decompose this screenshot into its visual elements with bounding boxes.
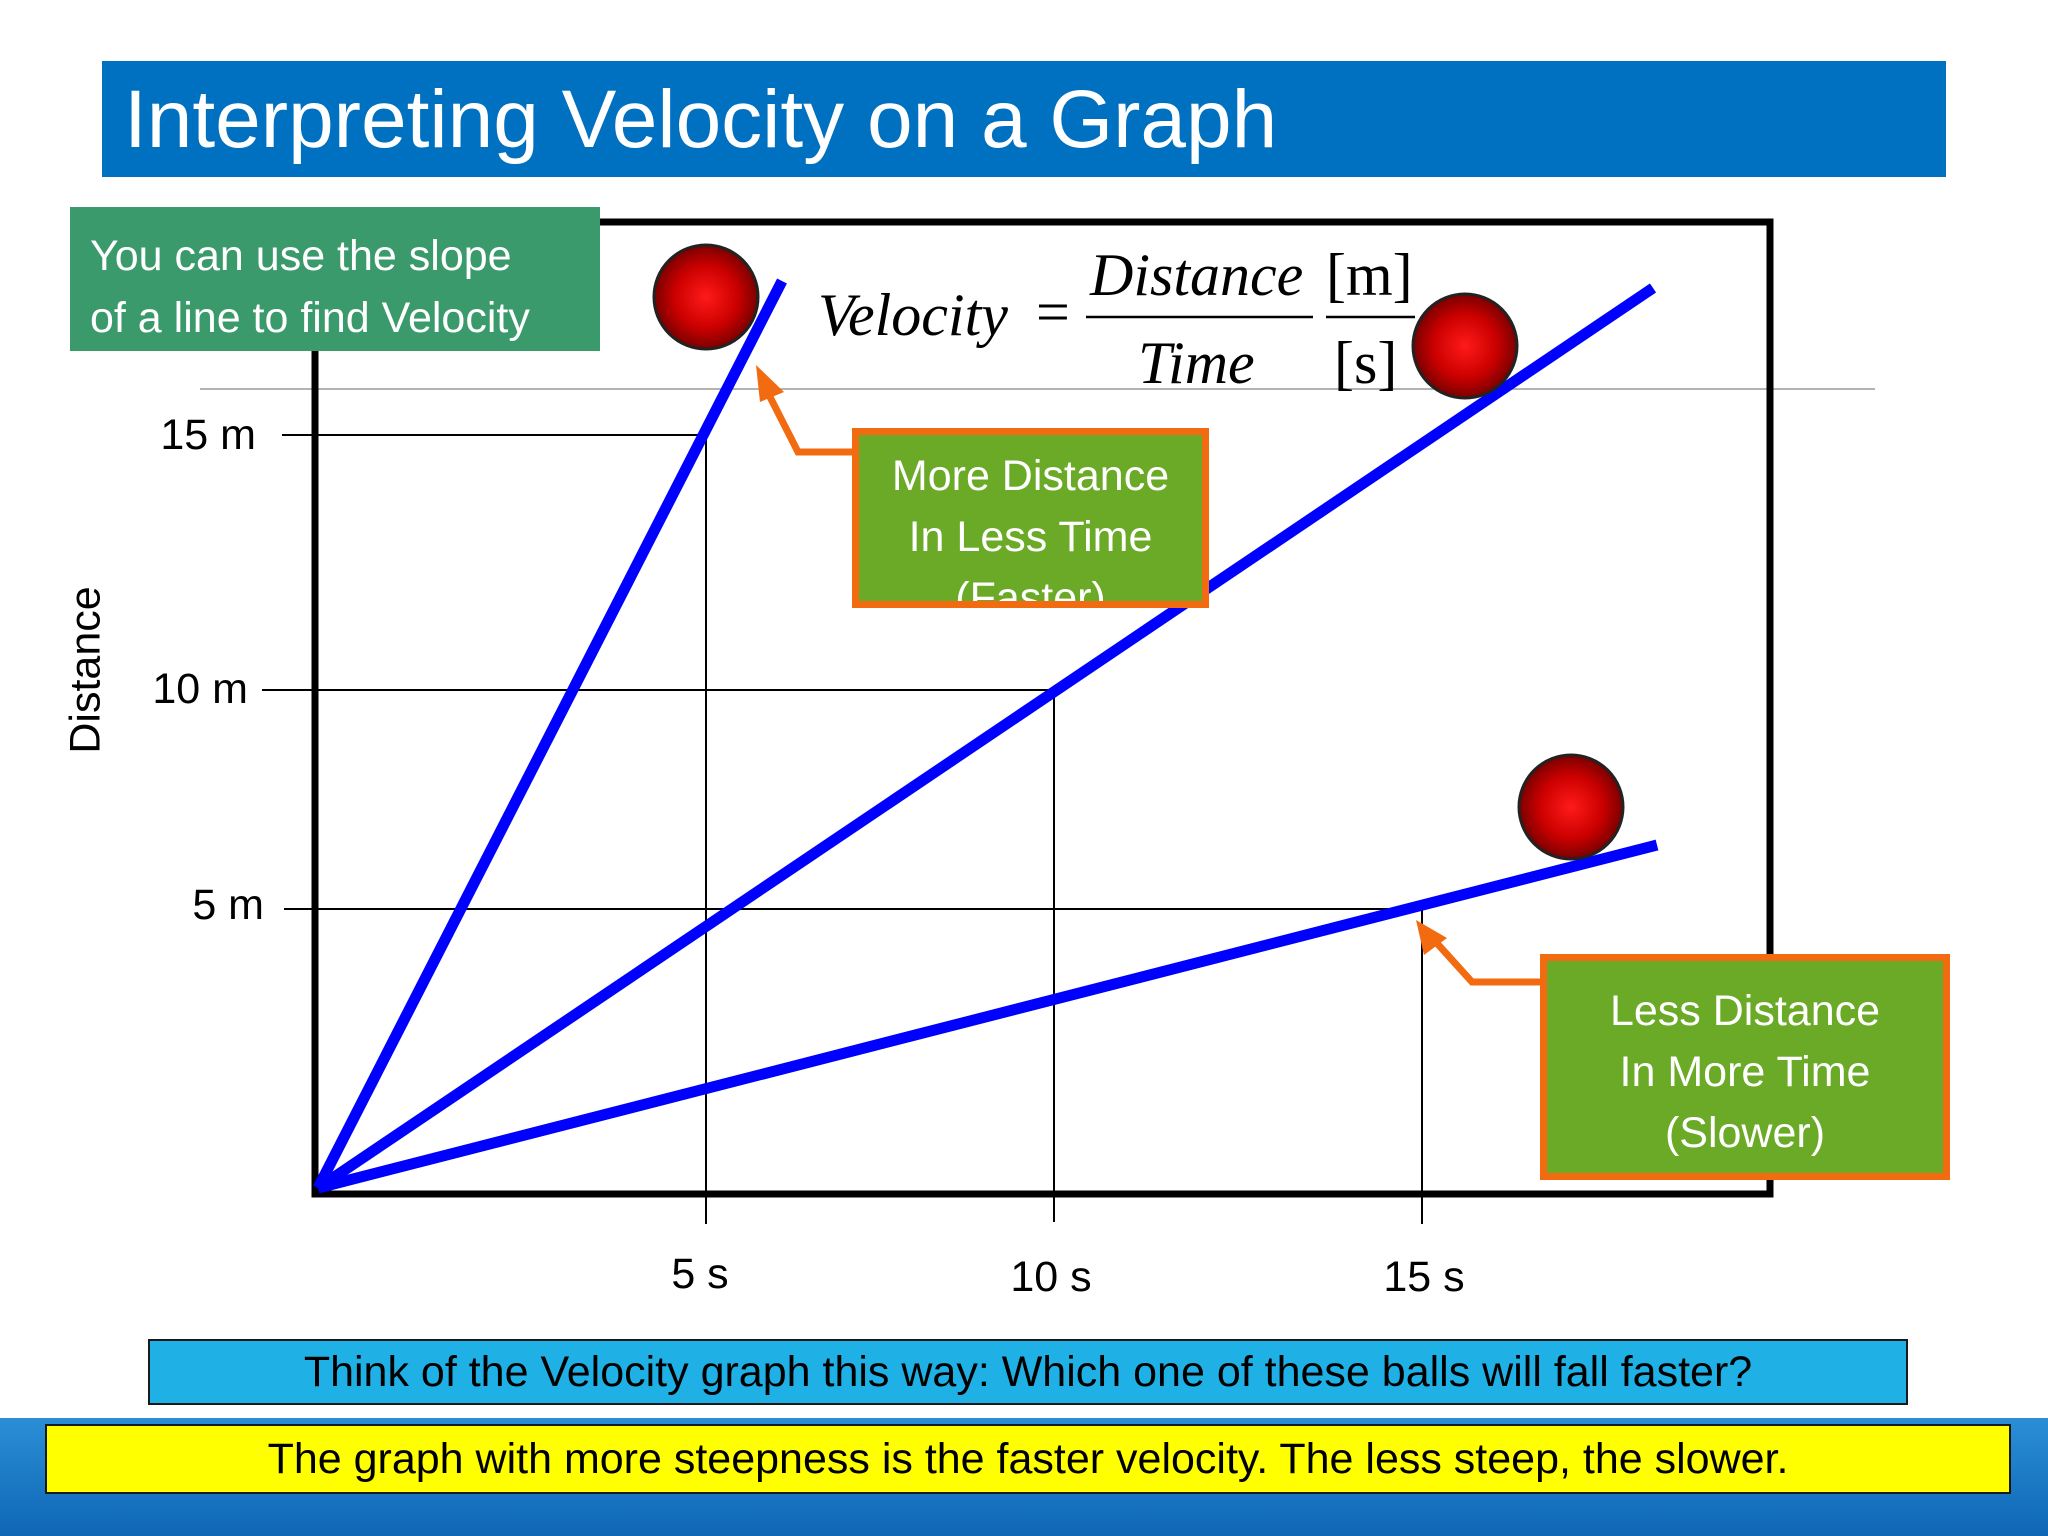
velocity-line-shallow <box>316 839 1659 1194</box>
y-tick-15m: 15 m <box>160 411 256 459</box>
ball-fast <box>652 243 760 351</box>
formula-unit-denominator: [s] <box>1334 330 1398 396</box>
callout-faster: More Distance In Less Time (Faster) <box>852 428 1209 608</box>
callout-arrow-faster <box>764 391 852 456</box>
arrowhead-slower <box>1416 920 1447 955</box>
x-tick-10s: 10 s <box>1010 1253 1092 1301</box>
callout-slower: Less Distance In More Time (Slower) <box>1540 954 1950 1180</box>
x-tick-5s: 5 s <box>671 1250 729 1298</box>
y-tick-5m: 5 m <box>192 881 264 929</box>
formula-unit-numerator: [m] <box>1326 242 1413 308</box>
slope-note: You can use the slope of a line to find … <box>70 207 600 351</box>
ball-medium <box>1411 292 1519 400</box>
formula-numerator: Distance <box>1090 242 1304 308</box>
formula-lhs: Velocity <box>818 282 1008 348</box>
formula-equals: = <box>1036 279 1070 345</box>
x-tick-15s: 15 s <box>1383 1253 1465 1301</box>
ball-slow <box>1517 753 1625 861</box>
plot-frame <box>311 218 1774 1198</box>
answer-box: The graph with more steepness is the fas… <box>45 1424 2011 1494</box>
velocity-line-medium <box>314 283 1657 1193</box>
question-box: Think of the Velocity graph this way: Wh… <box>148 1339 1908 1405</box>
velocity-line-steep <box>313 278 787 1191</box>
formula-denominator: Time <box>1138 330 1255 396</box>
arrowhead-faster <box>756 365 784 402</box>
callout-arrow-slower <box>1431 937 1540 986</box>
title-bar <box>102 61 1946 177</box>
y-tick-10m: 10 m <box>152 665 248 713</box>
slide-title: Interpreting Velocity on a Graph <box>124 74 1278 165</box>
